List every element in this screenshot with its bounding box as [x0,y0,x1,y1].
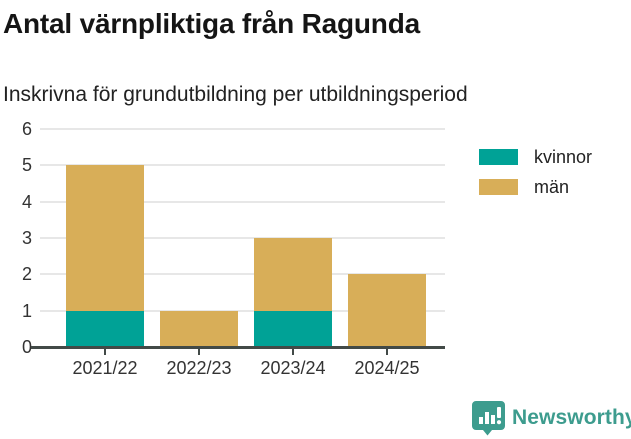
bar-segment-kvinnor-2021/22 [66,310,144,347]
gridline-y6 [40,128,445,130]
legend-swatch-kvinnor [479,149,518,165]
chart-subtitle: Inskrivna för grundutbildning per utbild… [3,83,468,106]
x-axis-tick-2022/23 [198,349,200,355]
gridline-y2 [40,273,445,276]
y-axis-tick-label: 3 [21,228,32,248]
legend-label: män [534,177,570,197]
x-axis-tick-2024/25 [386,349,388,355]
gridline-y1 [40,309,445,312]
y-axis-zero-tick [31,346,40,349]
gridline-y4 [40,200,445,203]
x-axis-category-label: 2022/23 [166,358,232,378]
legend-item-kvinnor[interactable]: kvinnor [479,148,592,166]
y-axis-tick-label: 6 [21,119,32,139]
gridline-y5 [40,164,445,167]
newsworthy-logo-text: Newsworthy [512,406,631,429]
legend-swatch-män [479,179,518,195]
x-axis-tick-2023/24 [292,349,294,355]
y-axis-tick-label: 1 [21,300,32,321]
bar-segment-män-2024/25 [348,274,426,347]
x-axis-category-label: 2024/25 [354,358,420,378]
y-axis-tick-label: 5 [21,155,32,176]
legend: kvinnor män [479,148,592,196]
newsworthy-pin-barchart-icon [472,400,505,436]
y-axis-tick-label: 4 [21,191,32,212]
x-axis-category-label: 2021/22 [72,358,138,378]
x-axis-line [40,346,445,349]
legend-item-män[interactable]: män [479,178,592,196]
bar-segment-män-2021/22 [66,165,144,311]
y-axis-tick-label: 0 [21,337,32,357]
newsworthy-logo-link[interactable]: Newsworthy [472,400,631,436]
legend-label: kvinnor [534,147,593,167]
gridline-y3 [40,237,445,239]
bar-segment-kvinnor-2023/24 [254,310,332,347]
bar-segment-män-2022/23 [160,310,238,347]
x-axis-category-label: 2023/24 [260,358,326,378]
y-axis-tick-label: 2 [21,264,32,285]
chart-title: Antal värnpliktiga från Ragunda [3,8,420,39]
bar-segment-män-2023/24 [254,238,332,311]
x-axis-tick-2021/22 [104,349,106,355]
